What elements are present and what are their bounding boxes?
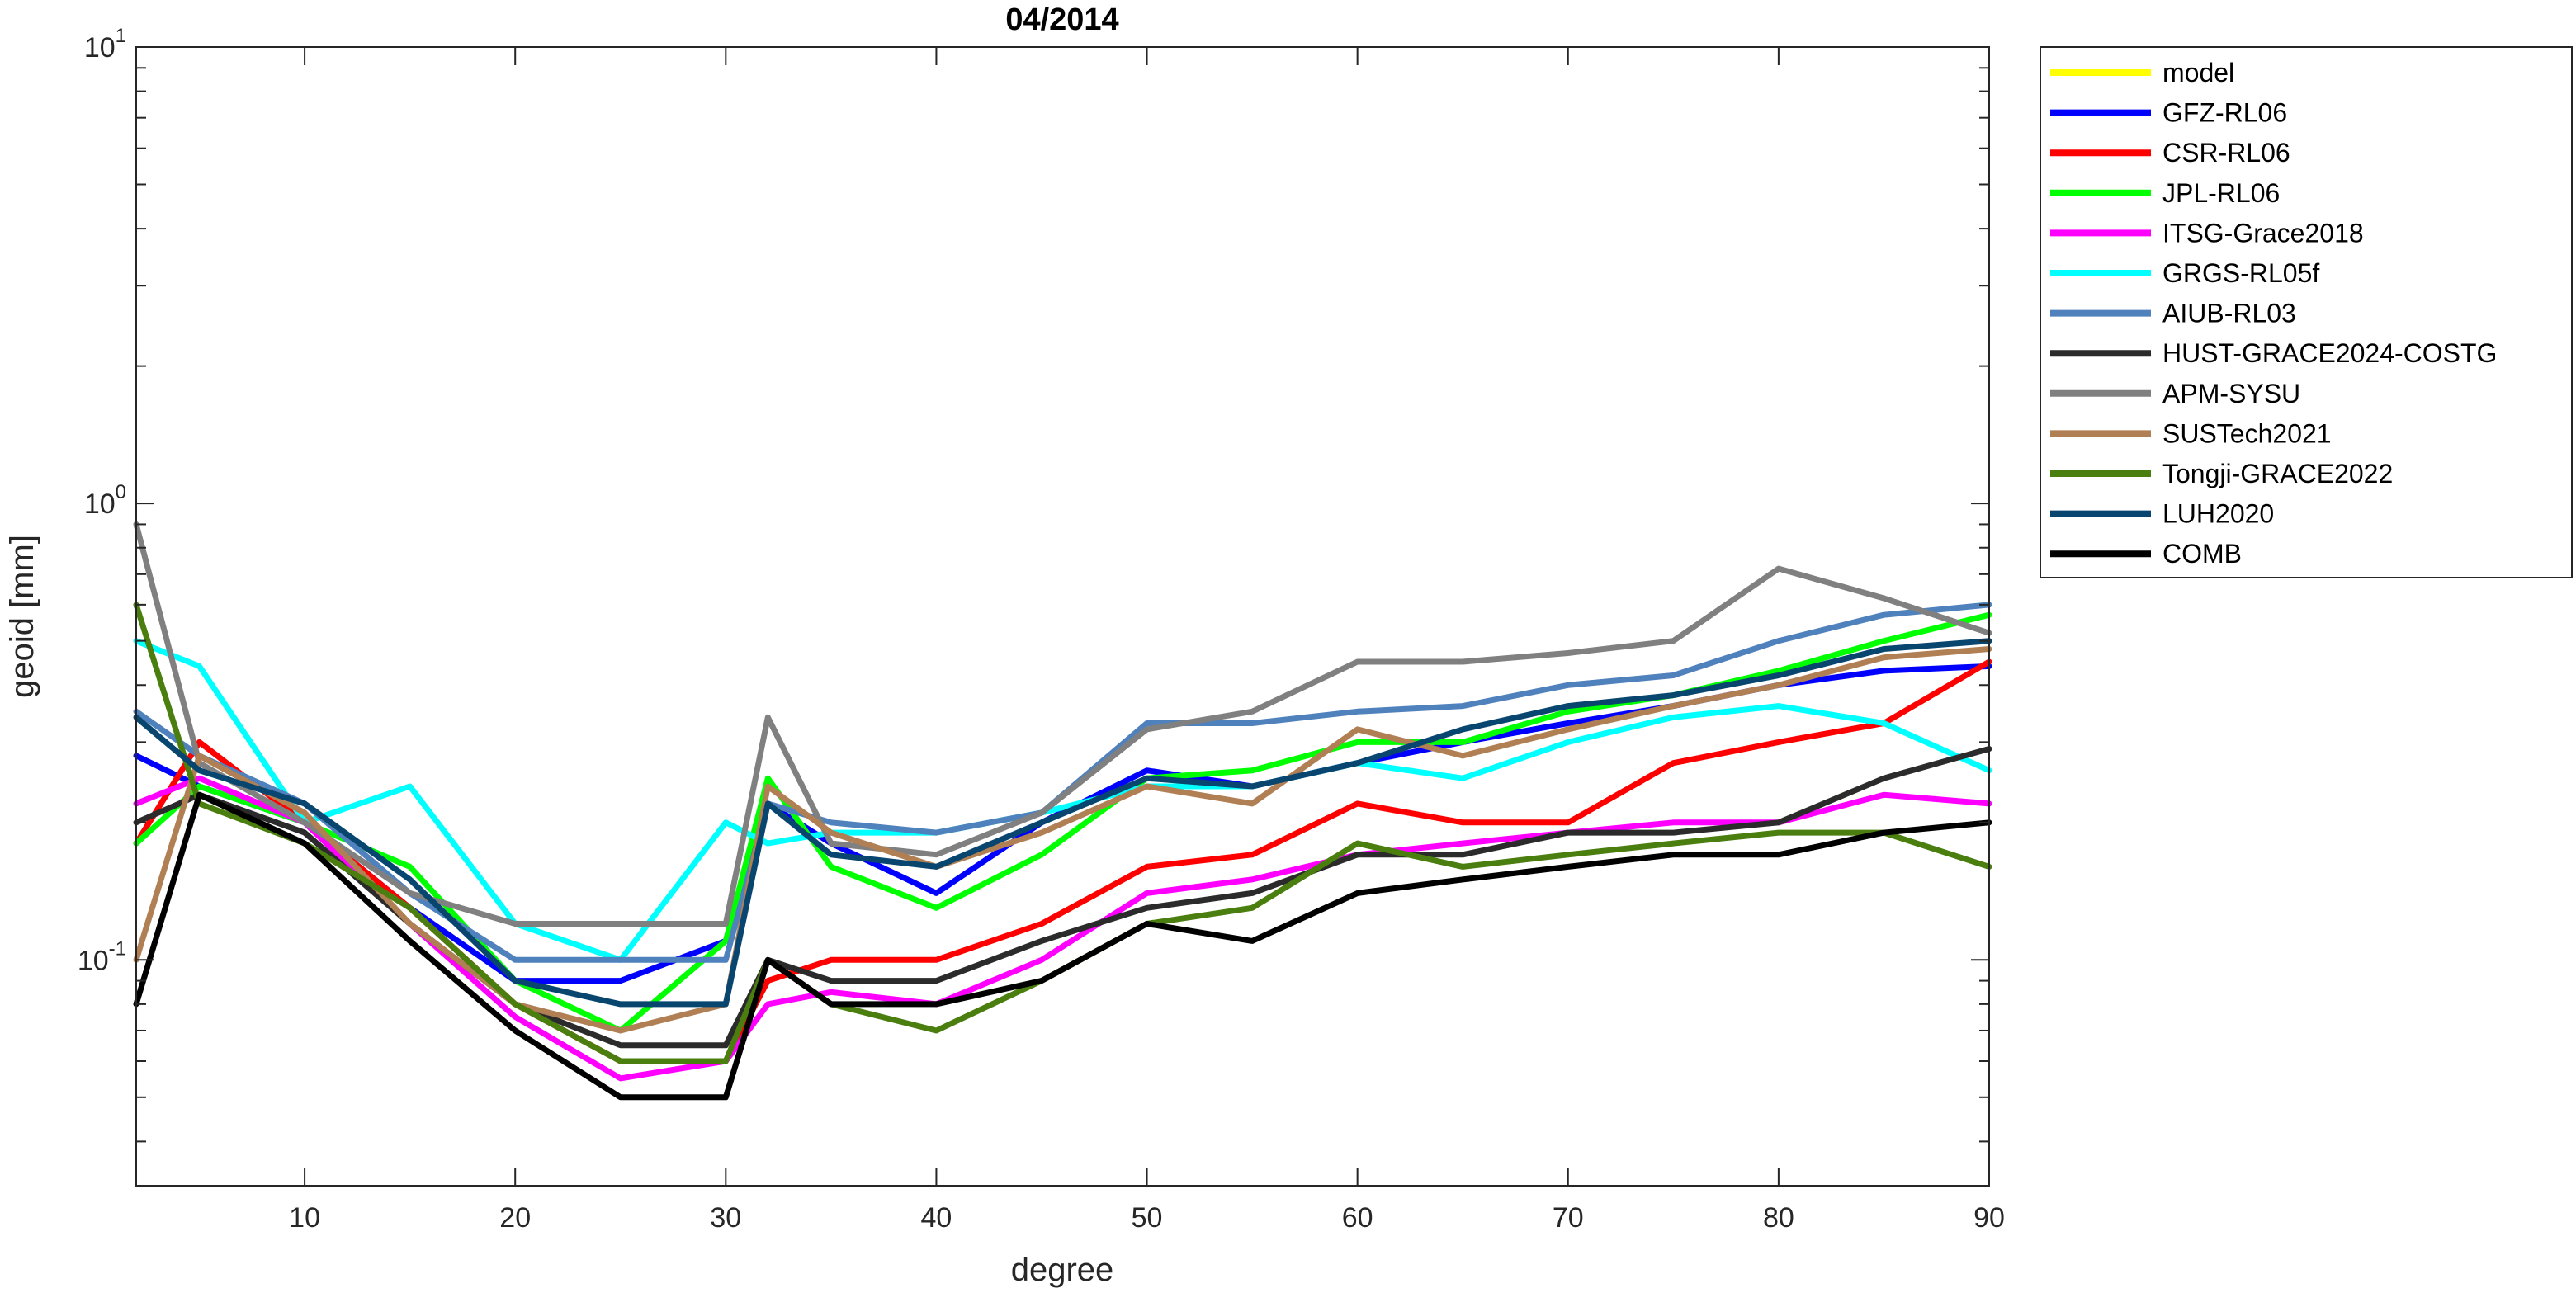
- legend-label: model: [2162, 58, 2234, 87]
- series-line-aiub-rl03: [133, 602, 1992, 963]
- y-tick-label: 100: [84, 481, 126, 520]
- legend-label: LUH2020: [2162, 499, 2274, 529]
- legend-label: SUSTech2021: [2162, 418, 2332, 448]
- x-tick-label: 60: [1342, 1202, 1373, 1234]
- x-tick-label: 80: [1763, 1202, 1794, 1234]
- x-tick-label: 50: [1132, 1202, 1163, 1234]
- chart-title: 04/2014: [1005, 2, 1118, 37]
- y-tick-label: 10-1: [78, 937, 126, 976]
- series-line-sustech2021: [133, 646, 1992, 1034]
- y-tick-base: 10: [84, 488, 116, 520]
- legend-items: model GFZ-RL06 CSR-RL06 JPL-RL06 ITSG-Grace2…: [2050, 58, 2497, 569]
- legend-label: ITSG-Grace2018: [2162, 218, 2364, 248]
- legend-label: Tongji-GRACE2022: [2162, 459, 2393, 488]
- y-axis-label: geoid [mm]: [4, 535, 40, 698]
- series-line-luh2020: [133, 638, 1992, 1008]
- x-tick-label: 10: [289, 1202, 320, 1234]
- x-tick-label: 70: [1553, 1202, 1584, 1234]
- legend-label: AIUB-RL03: [2162, 299, 2296, 328]
- series-layer: [133, 521, 1992, 1101]
- series-line-comb: [133, 791, 1992, 1101]
- legend-label: COMB: [2162, 539, 2242, 569]
- legend-label: CSR-RL06: [2162, 138, 2290, 168]
- legend-label: GRGS-RL05f: [2162, 258, 2319, 288]
- legend-label: HUST-GRACE2024-COSTG: [2162, 338, 2497, 368]
- x-tick-label: 20: [499, 1202, 531, 1234]
- x-tick-label: 30: [710, 1202, 741, 1234]
- x-axis-label: degree: [1011, 1252, 1114, 1288]
- y-tick-exponent: -1: [109, 937, 126, 960]
- x-tick-label: 40: [921, 1202, 952, 1234]
- y-tick-base: 10: [84, 32, 116, 64]
- plot-frame: [135, 46, 1990, 1187]
- y-tick-exponent: 1: [116, 25, 126, 47]
- legend-label: JPL-RL06: [2162, 178, 2280, 208]
- y-tick-base: 10: [78, 945, 109, 976]
- x-tick-label: 90: [1973, 1202, 2005, 1234]
- y-tick-label: 101: [84, 25, 126, 64]
- plot-area: [136, 47, 1989, 1186]
- series-line-tongji-grace2022: [133, 602, 1992, 1064]
- legend-label: APM-SYSU: [2162, 379, 2300, 408]
- legend-label: GFZ-RL06: [2162, 98, 2287, 128]
- legend: model GFZ-RL06 CSR-RL06 JPL-RL06 ITSG-Grace2…: [2040, 46, 2573, 578]
- y-tick-exponent: 0: [116, 481, 126, 503]
